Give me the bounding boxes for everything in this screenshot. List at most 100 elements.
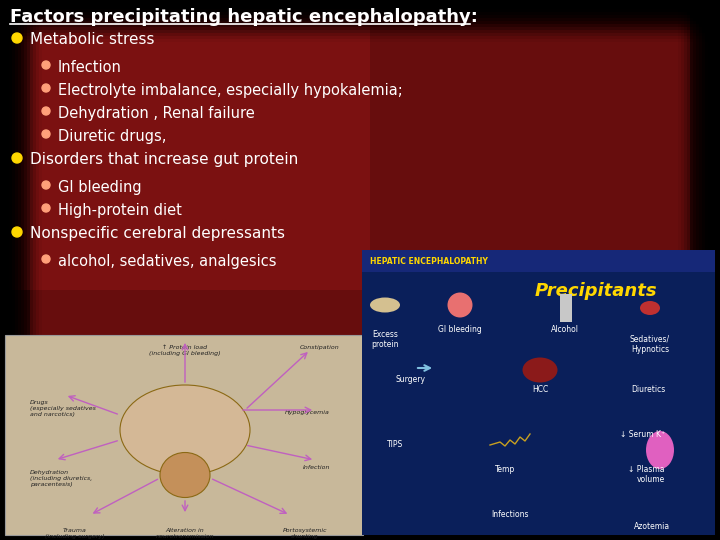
Bar (0, 0, 720, 30)
Ellipse shape (448, 293, 472, 318)
Circle shape (12, 153, 22, 163)
Circle shape (42, 204, 50, 212)
Text: HCC: HCC (532, 385, 548, 394)
Text: Portosystemic
shunting: Portosystemic shunting (283, 528, 328, 539)
Bar (681, 0, 720, 540)
Bar (362, 250, 715, 535)
Text: Diuretic drugs,: Diuretic drugs, (58, 129, 166, 144)
Bar (0, 0, 720, 6)
Text: Precipitants: Precipitants (535, 282, 657, 300)
Bar (0, 0, 15, 540)
Bar (0, 537, 720, 540)
Bar (0, 0, 720, 15)
Bar (0, 0, 370, 290)
Bar (0, 0, 9, 540)
Text: GI bleeding: GI bleeding (58, 180, 142, 195)
Bar (696, 0, 720, 540)
Bar (702, 0, 720, 540)
Bar (362, 250, 715, 272)
Text: Infection: Infection (58, 60, 122, 75)
Text: Infections: Infections (491, 510, 528, 519)
Bar (0, 0, 21, 540)
Bar (0, 0, 720, 18)
Text: alcohol, sedatives, analgesics: alcohol, sedatives, analgesics (58, 254, 276, 269)
Circle shape (42, 84, 50, 92)
Bar (0, 0, 3, 540)
Text: Temp: Temp (495, 465, 515, 474)
Text: ↓ Serum K⁺: ↓ Serum K⁺ (620, 430, 665, 439)
Bar (693, 0, 720, 540)
Text: Alcohol: Alcohol (551, 325, 579, 334)
Text: Metabolic stress: Metabolic stress (30, 32, 155, 47)
Bar (687, 0, 720, 540)
Ellipse shape (640, 301, 660, 315)
Text: ↓ Plasma
volume: ↓ Plasma volume (629, 465, 665, 484)
Bar (0, 525, 720, 540)
Circle shape (42, 130, 50, 138)
Bar (0, 528, 720, 540)
Text: Dehydration
(including diuretics,
paracentesis): Dehydration (including diuretics, parace… (30, 470, 92, 487)
Bar (0, 522, 720, 540)
Bar (0, 0, 30, 540)
Bar (0, 0, 720, 33)
Bar (0, 0, 720, 12)
Circle shape (42, 61, 50, 69)
Bar (0, 0, 24, 540)
Text: Azotemia: Azotemia (634, 522, 670, 531)
Text: Dehydration , Renal failure: Dehydration , Renal failure (58, 106, 255, 121)
Text: GI bleeding: GI bleeding (438, 325, 482, 334)
Text: Surgery: Surgery (395, 375, 425, 384)
Bar (5, 335, 363, 535)
Circle shape (42, 255, 50, 263)
Ellipse shape (160, 453, 210, 497)
Bar (708, 0, 720, 540)
Bar (0, 0, 18, 540)
Text: Sedatives/
Hypnotics: Sedatives/ Hypnotics (630, 335, 670, 354)
Text: ↑ Protein load
(including GI bleeding): ↑ Protein load (including GI bleeding) (149, 345, 221, 356)
Bar (0, 0, 720, 36)
Text: High-protein diet: High-protein diet (58, 203, 182, 218)
Text: Hypoglycemia: Hypoglycemia (285, 410, 330, 415)
Text: Diuretics: Diuretics (631, 385, 665, 394)
Bar (684, 0, 720, 540)
Text: Constipation: Constipation (300, 345, 340, 350)
Bar (0, 0, 12, 540)
Ellipse shape (370, 298, 400, 313)
Ellipse shape (120, 385, 250, 475)
Bar (0, 0, 39, 540)
Text: Factors precipitating hepatic encephalopathy:: Factors precipitating hepatic encephalop… (10, 8, 478, 26)
Bar (0, 510, 720, 540)
Bar (0, 0, 36, 540)
Bar (0, 0, 720, 42)
Bar (0, 0, 27, 540)
Bar (690, 0, 720, 540)
Bar (714, 0, 720, 540)
Text: Disorders that increase gut protein: Disorders that increase gut protein (30, 152, 298, 167)
Bar (0, 0, 720, 9)
Text: TIPS: TIPS (387, 440, 403, 449)
Circle shape (12, 227, 22, 237)
Bar (717, 0, 720, 540)
Bar (0, 531, 720, 540)
Circle shape (42, 181, 50, 189)
Bar (699, 0, 720, 540)
Bar (0, 534, 720, 540)
Bar (0, 0, 33, 540)
Circle shape (12, 33, 22, 43)
Text: HEPATIC ENCEPHALOPATHY: HEPATIC ENCEPHALOPATHY (370, 256, 488, 266)
Bar (0, 0, 720, 3)
Bar (0, 0, 720, 39)
Bar (560, 294, 572, 322)
Bar (0, 504, 720, 540)
Text: Excess
protein: Excess protein (372, 330, 399, 349)
Bar (0, 513, 720, 540)
Bar (0, 0, 720, 24)
Ellipse shape (646, 431, 674, 469)
Bar (0, 0, 6, 540)
Bar (0, 0, 720, 27)
Text: Trauma
(including surgery): Trauma (including surgery) (45, 528, 105, 539)
Text: Alteration in
neurotransmission: Alteration in neurotransmission (156, 528, 215, 539)
Bar (0, 498, 720, 540)
Text: Electrolyte imbalance, especially hypokalemia;: Electrolyte imbalance, especially hypoka… (58, 83, 402, 98)
Bar (0, 0, 720, 21)
